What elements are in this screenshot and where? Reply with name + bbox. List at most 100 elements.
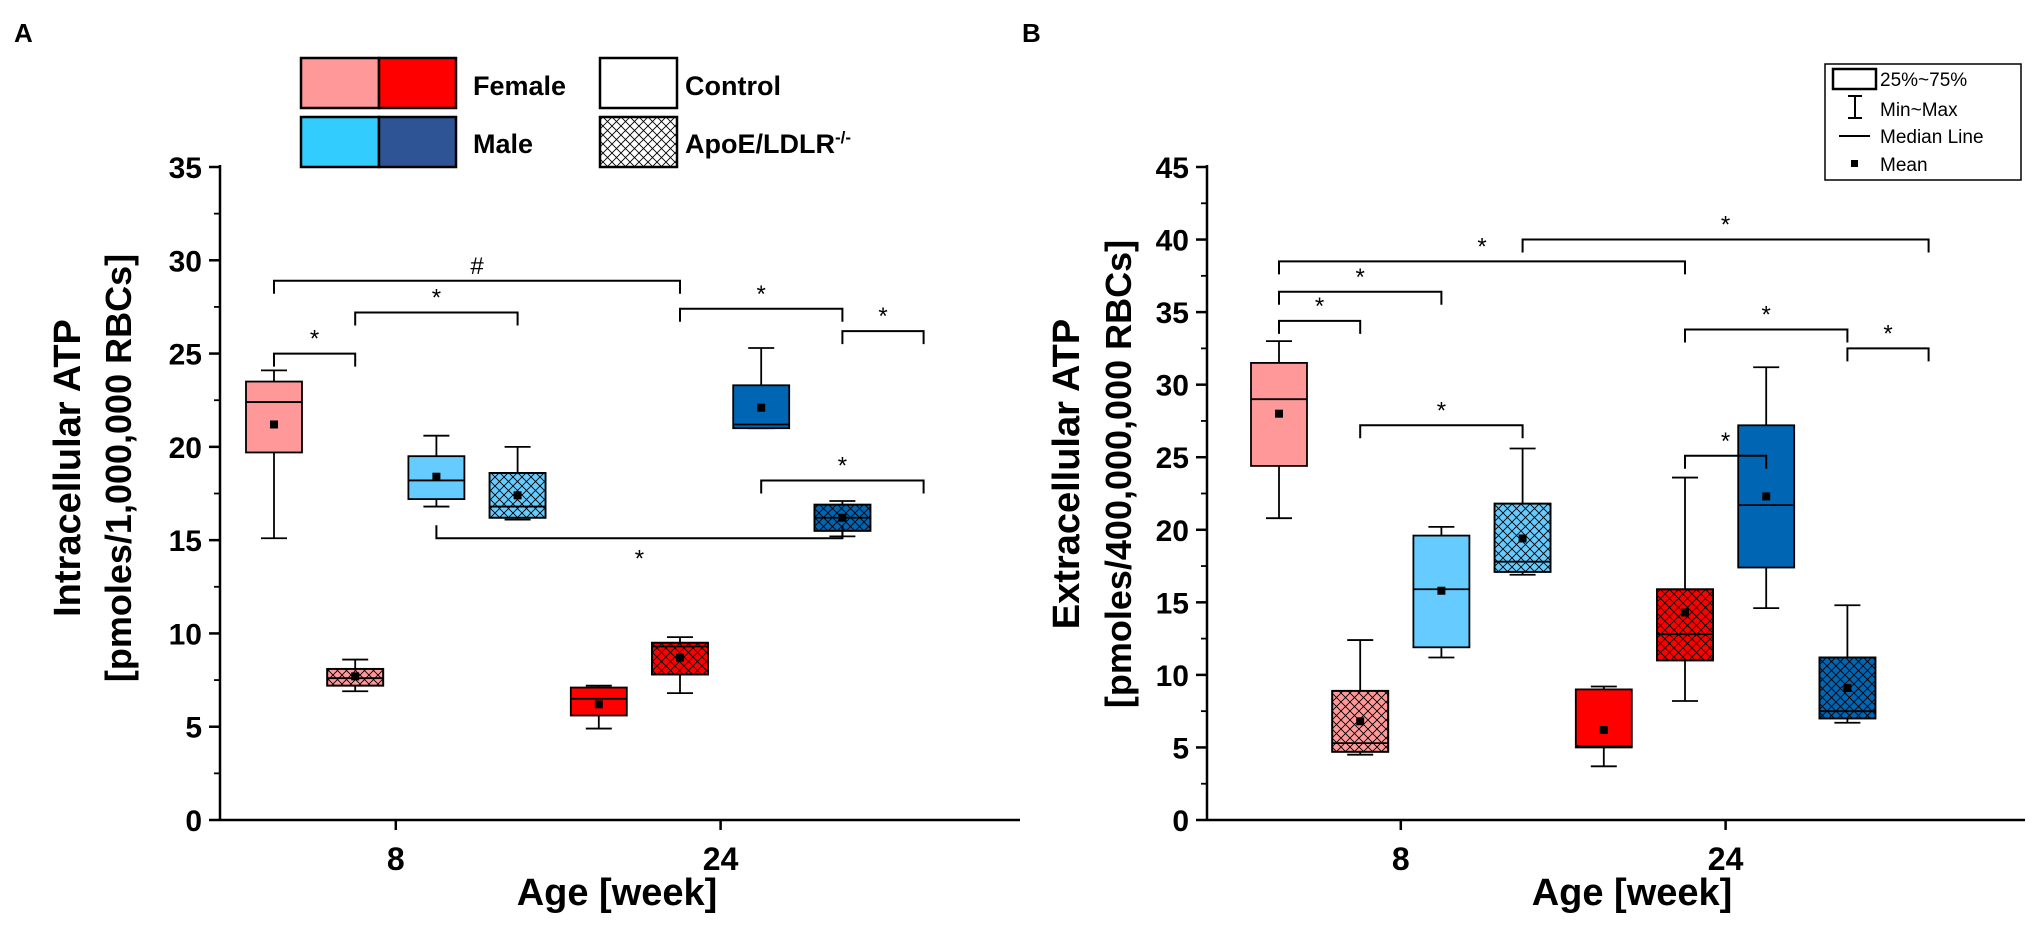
panel-a-bracket-3: # — [273, 253, 681, 294]
panel-b-chart: Extracellular ATP [pmoles/400,000,000 RB… — [1046, 152, 2025, 914]
panel-b-ytick-label: 5 — [1172, 732, 1189, 765]
panel-b-box-7 — [1737, 366, 1796, 610]
box-mean — [351, 672, 360, 681]
legend-swatch-female-apoe — [377, 56, 458, 110]
panel-b-bracket-6: * — [1684, 428, 1768, 469]
panel-a-ytick-label: 0 — [185, 805, 202, 838]
bracket-line — [435, 525, 844, 540]
panel-a-ytick-label: 20 — [169, 432, 202, 465]
panel-a-box-7 — [732, 347, 791, 430]
bracket-label: * — [1883, 320, 1892, 347]
bracket-line — [273, 279, 681, 294]
bracket-line — [1278, 319, 1362, 334]
panel-b-box-5 — [1574, 685, 1633, 768]
box-iqr — [245, 380, 303, 454]
panel-b-ytick-label: 10 — [1156, 660, 1189, 693]
bracket-label: * — [1437, 397, 1446, 424]
bracket-label: * — [1356, 264, 1365, 291]
panel-a-box-8 — [813, 500, 872, 538]
box-hatch — [1656, 588, 1714, 662]
panel-a-ytick-label: 15 — [169, 525, 202, 558]
bracket-label: * — [1721, 212, 1730, 239]
panel-a-bracket-2: * — [354, 285, 519, 326]
bracket-label: * — [1315, 293, 1324, 320]
panel-a-bracket-5: * — [841, 303, 925, 345]
panel-b-ytick-label: 20 — [1156, 515, 1189, 548]
box-legend: 25%~75% Min~Max Median Line Mean — [1824, 63, 2022, 181]
legend-swatch-apoe — [598, 115, 679, 169]
legend-label-apoe-main: ApoE/LDLR — [685, 129, 835, 159]
legend-swatch-male-apoe — [377, 115, 458, 169]
legend-label-apoe: ApoE/LDLR-/- — [685, 128, 851, 159]
panel-b-xlabel: Age [week] — [1532, 872, 1733, 914]
bracket-line — [1684, 454, 1768, 469]
bracket-line — [354, 311, 519, 326]
bracket-label: * — [838, 452, 847, 479]
panel-a-ytick-label: 5 — [185, 712, 202, 745]
box-legend-whisker-label: Min~Max — [1880, 100, 1958, 121]
panel-a-ylabel-line1: Intracellular ATP — [47, 319, 89, 617]
bracket-label: * — [1477, 233, 1486, 260]
bracket-line — [760, 479, 925, 494]
panel-b-bracket-2: * — [1278, 264, 1443, 305]
bracket-label: * — [1721, 428, 1730, 455]
legend-swatch-control — [598, 56, 679, 110]
legend-swatch-female-control — [299, 56, 381, 110]
panel-b-xtick-label: 24 — [1708, 841, 1744, 877]
panel-b-box-2 — [1331, 639, 1390, 756]
bracket-line — [1521, 238, 1930, 253]
bracket-line — [1278, 260, 1686, 275]
panel-b-box-6 — [1656, 476, 1714, 702]
panel-b-ytick-label: 35 — [1156, 297, 1189, 330]
bracket-label: * — [432, 285, 441, 312]
box-mean — [838, 513, 847, 522]
box-legend-box-label: 25%~75% — [1880, 70, 1967, 91]
box-legend-mean-label: Mean — [1880, 155, 1928, 176]
panel-b-bracket-5: * — [1359, 397, 1524, 439]
panel-a-ytick-label: 30 — [169, 245, 202, 278]
panel-b-bracket-1: * — [1278, 293, 1362, 334]
group-legend: Female Male Control ApoE/LDLR-/- — [299, 56, 851, 169]
bracket-line — [1359, 424, 1524, 439]
panel-a-bracket-7: * — [435, 525, 844, 572]
panel-a-xtick-label: 8 — [387, 841, 405, 877]
box-mean — [432, 472, 441, 481]
legend-label-female: Female — [473, 71, 566, 101]
bracket-line — [679, 307, 844, 322]
panel-a-xlabel: Age [week] — [517, 872, 718, 914]
bracket-label: * — [878, 303, 887, 330]
panel-b-xtick-label: 8 — [1392, 841, 1410, 877]
bracket-label: * — [757, 281, 766, 308]
box-mean — [270, 420, 278, 429]
box-legend-whisker-icon — [1848, 95, 1862, 119]
panel-label-b: B — [1022, 18, 1041, 48]
legend-label-male: Male — [473, 129, 533, 159]
bracket-line — [1684, 328, 1849, 343]
legend-swatch-male-control — [299, 115, 381, 169]
panel-b-ylabel-line1: Extracellular ATP — [1046, 319, 1088, 629]
panel-a-bracket-1: * — [273, 326, 357, 367]
bracket-line — [273, 352, 357, 367]
panel-a-ytick-label: 35 — [169, 152, 202, 185]
bracket-label: * — [310, 326, 319, 353]
box-legend-mean-icon — [1851, 160, 1858, 167]
panel-b-bracket-4: * — [1521, 212, 1930, 253]
panel-b-box-1 — [1250, 340, 1308, 520]
bracket-label: # — [470, 253, 484, 280]
panel-b-ytick-label: 40 — [1156, 225, 1189, 258]
bracket-line — [1846, 347, 1930, 362]
panel-a-box-5 — [569, 684, 628, 730]
panel-a-box-1 — [245, 369, 303, 540]
box-mean — [1275, 409, 1283, 418]
box-mean — [1437, 586, 1446, 595]
panel-b-ytick-label: 15 — [1156, 587, 1189, 620]
legend-label-apoe-sup: -/- — [835, 128, 851, 147]
bracket-line — [1278, 290, 1443, 305]
box-mean — [1843, 683, 1852, 692]
bracket-label: * — [1762, 302, 1771, 329]
panel-a-ytick-label: 25 — [169, 339, 202, 372]
box-legend-median-label: Median Line — [1880, 127, 1984, 148]
box-mean — [1599, 726, 1608, 735]
panel-b-ytick-label: 45 — [1156, 152, 1189, 185]
panel-b-ytick-label: 25 — [1156, 442, 1189, 475]
